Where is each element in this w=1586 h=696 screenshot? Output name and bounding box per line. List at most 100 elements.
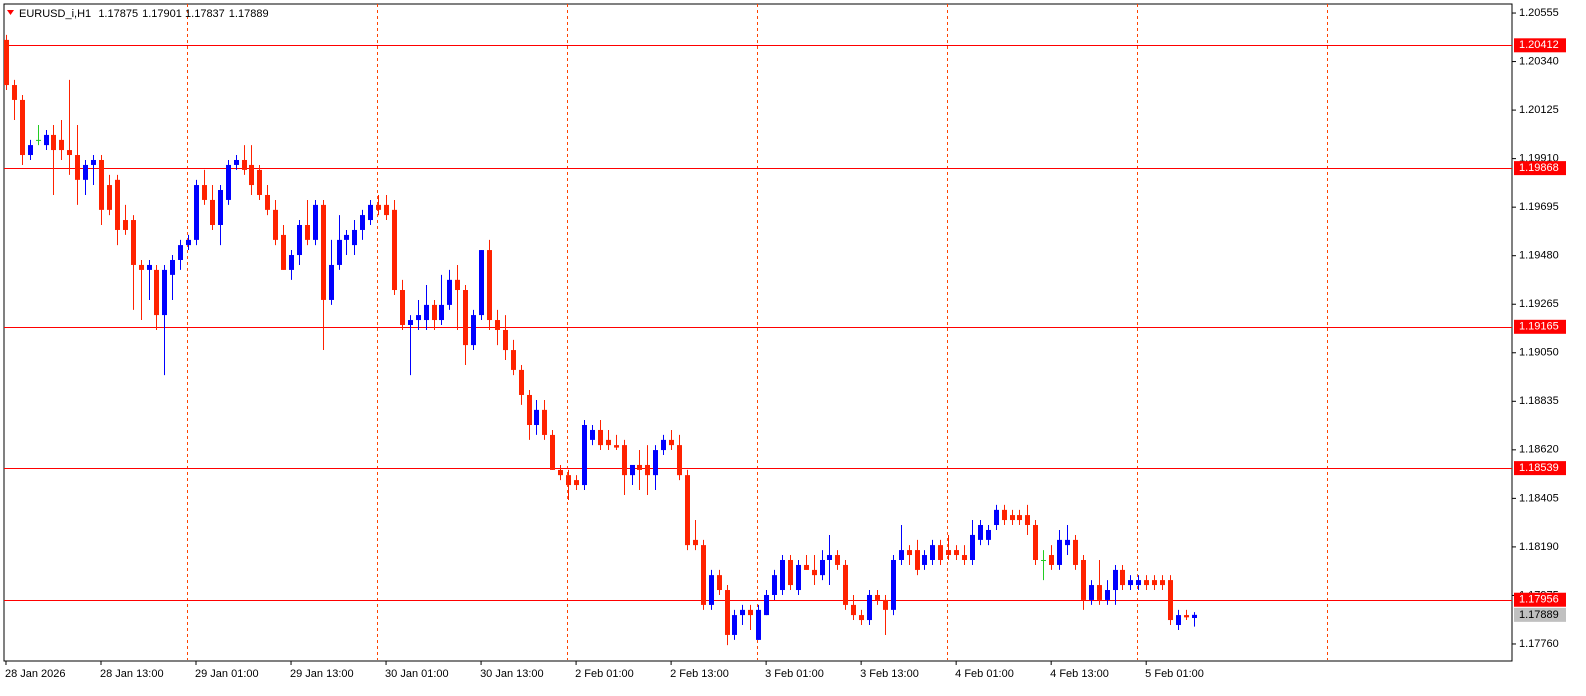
- candle-body: [859, 615, 864, 621]
- candle-body: [1152, 580, 1157, 586]
- price-label-box: [1514, 161, 1566, 176]
- candle-body: [376, 204, 381, 210]
- candle-body: [400, 290, 405, 326]
- candle-body: [954, 550, 959, 556]
- candle-body: [249, 164, 254, 186]
- candle-body: [574, 480, 579, 486]
- candle-body: [139, 264, 144, 270]
- y-tick-label: 1.18835: [1519, 395, 1559, 407]
- candle-body: [519, 369, 524, 395]
- x-tick-label: 5 Feb 01:00: [1145, 668, 1204, 680]
- candle-body: [1192, 614, 1197, 619]
- candle-body: [202, 185, 207, 200]
- candle-body: [970, 534, 975, 560]
- candle-body: [978, 525, 983, 540]
- price-label-box: [1514, 592, 1566, 607]
- candle-body: [91, 159, 96, 165]
- candle-body: [234, 159, 239, 165]
- collapse-icon[interactable]: [7, 10, 14, 15]
- candle-body: [1089, 585, 1094, 600]
- candle-body: [1128, 580, 1133, 586]
- y-tick-label: 1.20125: [1519, 104, 1559, 116]
- y-tick-label: 1.18405: [1519, 492, 1559, 504]
- x-tick-label: 4 Feb 01:00: [955, 668, 1014, 680]
- candle-body: [463, 290, 468, 346]
- candle-body: [495, 320, 500, 330]
- current-price-label: 1.17889: [1519, 609, 1559, 621]
- x-tick-label: 28 Jan 13:00: [100, 668, 164, 680]
- price-label-box: [1514, 38, 1566, 53]
- x-tick-label: 3 Feb 01:00: [765, 668, 824, 680]
- candle-body: [606, 439, 611, 446]
- candle-body: [416, 315, 421, 321]
- candle-body: [875, 594, 880, 600]
- y-tick-label: 1.17760: [1519, 638, 1559, 650]
- candle-body: [986, 529, 991, 540]
- candle-body: [344, 234, 349, 240]
- price-label: 1.19165: [1519, 321, 1559, 333]
- candle-body: [511, 350, 516, 370]
- candle-body: [131, 220, 136, 265]
- candle-body: [693, 539, 698, 546]
- candle-body: [257, 169, 262, 195]
- candle-body: [487, 250, 492, 321]
- candle-body: [154, 269, 159, 316]
- candle-body: [1057, 539, 1062, 565]
- candle-body: [883, 599, 888, 610]
- candle-body: [115, 179, 120, 230]
- candle-body: [867, 594, 872, 621]
- candle-body: [899, 550, 904, 560]
- candle-body: [242, 159, 247, 170]
- candle-body: [178, 245, 183, 260]
- candle-body: [51, 134, 56, 151]
- candle-body: [123, 220, 128, 230]
- candle-body: [598, 429, 603, 446]
- x-tick-label: 30 Jan 13:00: [480, 668, 544, 680]
- x-tick-label: 30 Jan 01:00: [385, 668, 449, 680]
- candle-body: [843, 564, 848, 605]
- candle-body: [83, 164, 88, 180]
- candle-body: [297, 224, 302, 256]
- candle-body: [1160, 580, 1165, 586]
- candle-body: [1033, 525, 1038, 560]
- candle-body: [44, 134, 49, 146]
- candle-body: [186, 239, 191, 246]
- candle-body: [590, 429, 595, 440]
- candle-body: [748, 609, 753, 616]
- candle-body: [582, 425, 587, 486]
- title-part: EURUSD_i,H1: [19, 8, 91, 20]
- candle-body: [1073, 539, 1078, 565]
- candle-body: [1025, 515, 1030, 526]
- candle-body: [162, 269, 167, 316]
- candle-body: [1105, 590, 1110, 600]
- candle-body: [170, 259, 175, 275]
- candle-body: [661, 439, 666, 451]
- candle-body: [1041, 559, 1046, 561]
- candle-body: [1081, 559, 1086, 600]
- y-tick-label: 1.18620: [1519, 444, 1559, 456]
- price-label-box: [1514, 319, 1566, 334]
- x-tick-label: 28 Jan 2026: [5, 668, 66, 680]
- candle-body: [717, 575, 722, 591]
- title-part: 1.17837: [185, 8, 225, 20]
- candle-body: [677, 445, 682, 476]
- candle-body: [273, 209, 278, 240]
- price-label: 1.17956: [1519, 594, 1559, 606]
- candle-body: [962, 555, 967, 560]
- candle-body: [226, 164, 231, 200]
- candle-body: [1136, 580, 1141, 586]
- y-tick-label: 1.19480: [1519, 250, 1559, 262]
- candle-body: [352, 229, 357, 246]
- candle-body: [812, 569, 817, 576]
- candle-body: [669, 439, 674, 446]
- candle-body: [107, 185, 112, 210]
- candle-body: [1010, 515, 1015, 521]
- candle-body: [772, 575, 777, 595]
- candle-body: [28, 145, 33, 156]
- current-price-box: [1514, 607, 1566, 622]
- candle-body: [938, 545, 943, 560]
- candle-body: [922, 555, 927, 565]
- candle-body: [946, 550, 951, 556]
